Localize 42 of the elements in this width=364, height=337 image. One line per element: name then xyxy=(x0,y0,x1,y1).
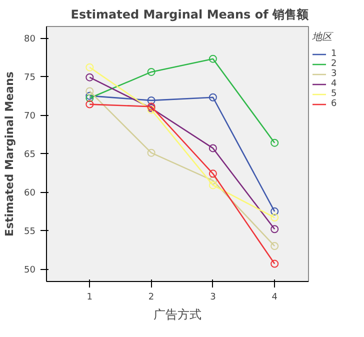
point xyxy=(147,96,156,104)
chart-title: Estimated Marginal Means of 销售额 xyxy=(70,8,310,22)
point xyxy=(208,181,217,190)
legend-label: 1 xyxy=(331,49,338,59)
legend-title: 地区 xyxy=(312,30,334,44)
point xyxy=(208,93,217,102)
x-axis-title: 广告方式 xyxy=(154,308,202,322)
point xyxy=(208,170,217,178)
point xyxy=(270,207,279,216)
legend-label: 4 xyxy=(331,79,338,89)
point xyxy=(208,54,217,63)
point xyxy=(86,63,94,72)
point xyxy=(270,138,279,147)
point xyxy=(270,225,279,234)
point xyxy=(270,260,279,268)
y-tick-label: 50 xyxy=(24,266,36,276)
point xyxy=(86,92,94,100)
point xyxy=(208,176,217,185)
y-tick-label: 80 xyxy=(24,34,36,45)
legend-label: 2 xyxy=(331,59,338,69)
point xyxy=(86,87,94,96)
x-tick-label: 1 xyxy=(86,292,93,302)
point xyxy=(147,148,156,157)
x-tick-label: 3 xyxy=(210,292,216,302)
point xyxy=(86,94,94,102)
y-tick-label: 70 xyxy=(24,112,36,122)
legend-label: 6 xyxy=(331,99,338,109)
point xyxy=(86,73,94,82)
legend-label: 3 xyxy=(331,69,338,79)
point xyxy=(147,68,156,76)
x-tick-label: 4 xyxy=(272,292,278,302)
point xyxy=(270,242,279,250)
y-tick-label: 60 xyxy=(24,188,36,199)
point xyxy=(270,214,279,222)
x-tick-label: 2 xyxy=(148,292,154,302)
legend-label: 5 xyxy=(331,89,338,99)
point xyxy=(86,100,94,108)
point xyxy=(208,144,217,152)
y-tick-label: 65 xyxy=(24,150,36,160)
y-tick-label: 55 xyxy=(24,227,36,238)
y-tick-label: 75 xyxy=(24,73,36,84)
y-axis-title: Estimated Marginal Means xyxy=(3,71,16,236)
